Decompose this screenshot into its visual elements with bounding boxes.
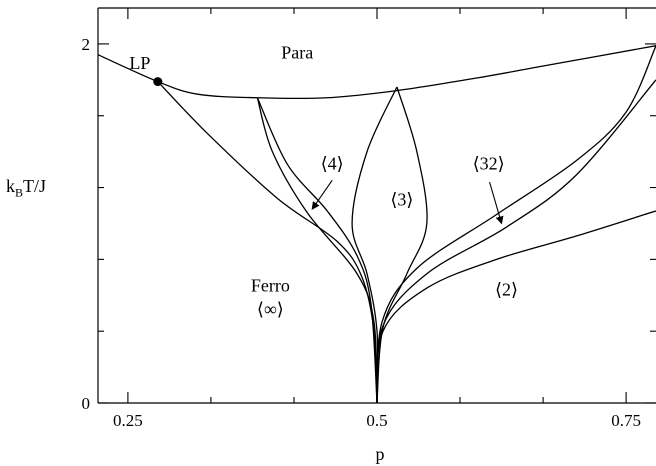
y-axis-label: kBT/J xyxy=(6,176,47,200)
phase-boundary-line-9 xyxy=(376,210,656,403)
phase-region-label: ⟨3⟩ xyxy=(390,190,413,210)
phase-boundary-line-8 xyxy=(376,79,656,403)
x-tick-label: 0.25 xyxy=(113,411,143,430)
phase-region-label: LP xyxy=(129,53,150,73)
phase-region-label: Para xyxy=(281,42,313,62)
phase-boundary-line-6 xyxy=(376,86,428,403)
pointer-arrow xyxy=(489,182,504,225)
x-tick-label: 0.5 xyxy=(366,411,387,430)
y-tick-label: 2 xyxy=(82,35,91,54)
pointer-arrow xyxy=(311,180,333,210)
phase-region-label: ⟨4⟩ xyxy=(321,154,344,174)
phase-region-label: ⟨2⟩ xyxy=(495,279,518,299)
phase-region-label: ⟨∞⟩ xyxy=(257,299,284,319)
phase-boundary-line-1 xyxy=(98,45,656,100)
phase-boundary-line-7 xyxy=(376,45,656,403)
phase-boundary-line-3 xyxy=(256,97,378,403)
phase-boundary-line-5 xyxy=(351,86,398,403)
x-tick-label: 0.75 xyxy=(611,411,641,430)
phase-region-label: Ferro xyxy=(251,276,290,296)
lifshitz-point-marker xyxy=(153,77,163,87)
phase-boundary-line-4 xyxy=(256,97,378,403)
x-axis-label: p xyxy=(376,444,385,464)
phase-boundary-line-2 xyxy=(157,81,378,403)
y-tick-label: 0 xyxy=(82,394,91,413)
phase-region-label: ⟨32⟩ xyxy=(473,154,505,174)
